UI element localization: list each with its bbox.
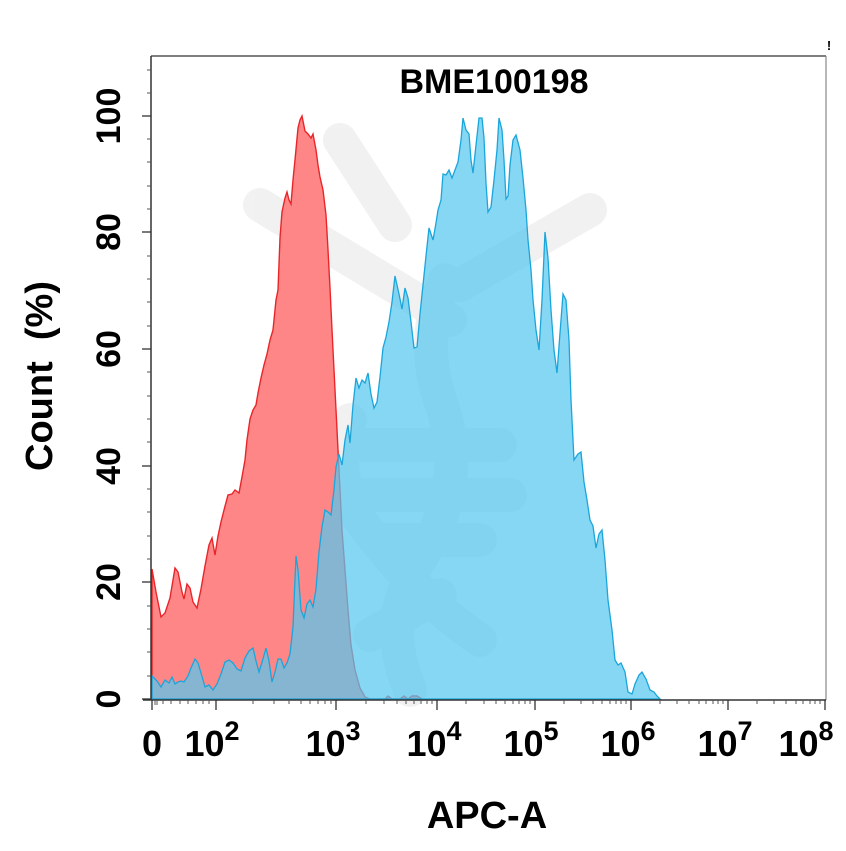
chart-title: BME100198	[399, 63, 588, 101]
x-tick-1e5: 105	[503, 716, 558, 764]
plot-frame	[143, 55, 827, 701]
y-tick-40: 40	[90, 447, 128, 485]
x-tick-0: 0	[142, 723, 162, 764]
y-tick-0: 0	[90, 690, 128, 709]
x-tick-1e2: 102	[184, 716, 239, 764]
y-tick-60: 60	[90, 330, 128, 368]
x-tick-1e6: 106	[600, 716, 655, 764]
x-axis-title: APC-A	[427, 795, 547, 837]
y-tick-20: 20	[90, 563, 128, 601]
x-axis-ticks	[151, 700, 826, 710]
corner-mark: !	[827, 38, 831, 53]
x-tick-1e3: 103	[305, 716, 360, 764]
stained-histogram-area	[151, 117, 662, 700]
y-tick-80: 80	[90, 213, 128, 251]
x-tick-1e8: 108	[778, 716, 833, 764]
y-axis-tick-labels: 0 20 40 60 80 100	[90, 88, 128, 709]
x-axis-tick-labels: 0 102 103 104 105 106 107 108	[142, 716, 834, 764]
x-tick-1e4: 104	[406, 716, 461, 764]
x-axis-minor-ticks	[154, 700, 821, 705]
y-axis-ticks	[142, 115, 151, 700]
x-tick-1e7: 107	[697, 716, 752, 764]
y-axis-minor-ticks	[147, 69, 151, 677]
y-tick-100: 100	[90, 88, 128, 145]
y-axis-title: Count (%)	[19, 281, 61, 471]
